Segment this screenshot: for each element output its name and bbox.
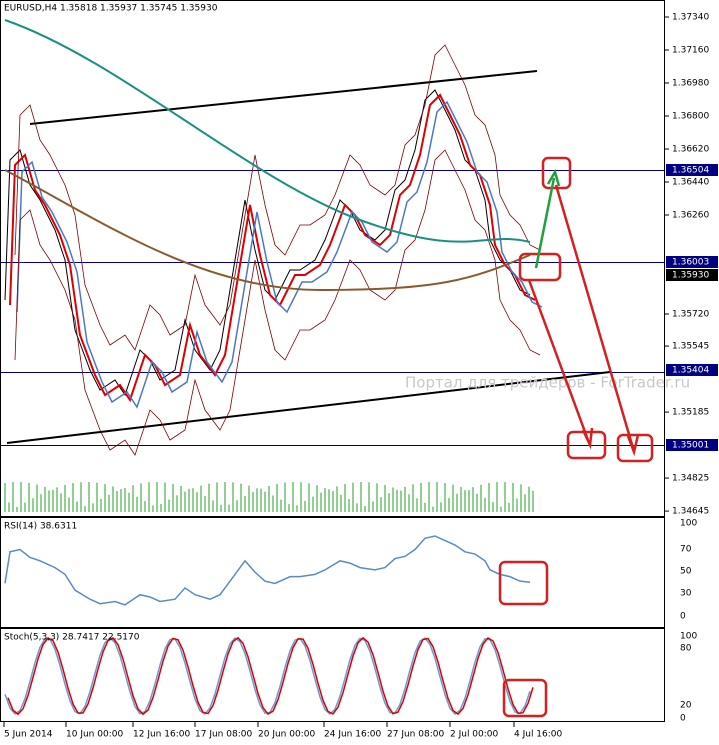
rsi-line [4,535,531,606]
price-label: 1.36620 [672,145,709,155]
ma-mid [16,100,543,409]
price-label: 1.37340 [672,13,709,23]
price-label: 1.36800 [672,112,709,122]
price-label: 1.36003 [672,258,709,268]
price-label: 1.35001 [672,441,709,451]
price-label: 1.36260 [672,211,709,221]
rsi-axis-label: 0 [680,612,686,622]
trend-line [6,371,611,444]
date-label: 27 Jun 08:00 [387,730,444,740]
price-highlight [666,269,718,281]
rsi-axis-label: 50 [680,567,692,577]
price-label: 1.34825 [672,474,709,484]
date-label: 12 Jun 16:00 [133,730,190,740]
price-label: 1.36980 [672,79,709,89]
date-label: 17 Jun 08:00 [195,730,252,740]
rsi-panel [0,517,665,628]
rsi-axis-label: 30 [680,589,692,599]
ma-slow [4,19,531,243]
date-label: 4 Jul 16:00 [514,730,563,740]
price-label: 1.37160 [672,46,709,56]
ma-200 [4,169,531,292]
level-lines [0,170,665,446]
arrow-head [546,168,561,187]
rsi-axis-label: 100 [680,519,697,529]
header-title: EURUSD,H4 1.35818 1.35937 1.35745 1.3593… [4,4,218,14]
price-label: 1.36440 [672,178,709,188]
price-label: 1.35404 [672,366,709,376]
price-label: 1.36504 [672,166,709,176]
date-label: 2 Jul 00:00 [450,730,499,740]
ma-fast [9,93,536,403]
stoch-axis-label: 80 [680,644,692,654]
main-panel [0,0,665,517]
stoch-signal [7,636,534,716]
price-label: 1.35545 [672,342,709,352]
stoch-axis-label: 100 [680,632,697,642]
bb-lower [14,149,541,456]
indicators [4,19,543,716]
price-label: 1.35720 [672,310,709,320]
annotations [498,156,654,718]
date-label: 20 Jun 00:00 [258,730,315,740]
rsi-axis-label: 70 [680,545,692,555]
stoch-axis-label: 0 [680,714,686,724]
arrow [534,177,556,269]
price-highlight [666,439,718,451]
watermark: Портал для трейдеров - ForTrader.ru [405,374,690,392]
bb-upper [14,44,541,351]
price-label: 1.35185 [672,408,709,418]
price-highlight [666,364,718,376]
price-line [4,89,531,397]
price-label: 1.35930 [672,271,709,281]
stoch-panel [0,628,665,722]
date-label: 10 Jun 00:00 [66,730,123,740]
trend-line [29,70,538,125]
stoch-main [4,636,531,716]
stoch-label: Stoch(5,3,3) 28.7417 22.5170 [4,633,140,643]
rsi-label: RSI(14) 38.6311 [4,522,77,532]
price-highlight [666,256,718,268]
price-highlight [666,164,718,176]
stoch-axis-label: 20 [680,701,692,711]
price-label: 1.34645 [672,507,709,517]
date-label: 5 Jun 2014 [4,730,53,740]
date-label: 24 Jun 16:00 [324,730,381,740]
